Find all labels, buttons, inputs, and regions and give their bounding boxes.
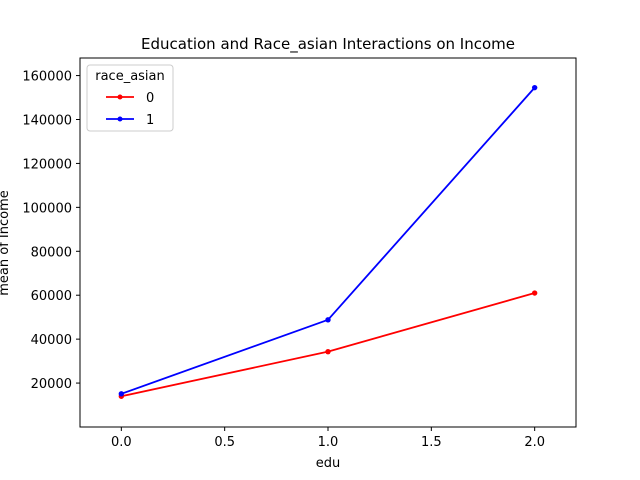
y-tick-label: 40000	[31, 333, 72, 348]
legend-swatch-marker	[118, 117, 123, 122]
series-0-point	[325, 349, 330, 354]
series-1-point	[532, 85, 537, 90]
x-tick-label: 1.0	[318, 435, 339, 450]
y-tick-label: 120000	[22, 157, 72, 172]
series-1-point	[119, 391, 124, 396]
x-tick-label: 1.5	[421, 435, 442, 450]
series-0-line	[121, 293, 534, 396]
x-tick-label: 2.0	[524, 435, 545, 450]
chart-title: Education and Race_asian Interactions on…	[141, 35, 515, 54]
x-tick-label: 0.0	[111, 435, 132, 450]
series-layer	[119, 85, 538, 399]
y-tick-label: 140000	[22, 114, 72, 129]
y-tick-label: 60000	[31, 289, 72, 304]
legend-title: race_asian	[95, 69, 165, 84]
y-tick-label: 160000	[22, 70, 72, 85]
legend-swatch-marker	[118, 95, 123, 100]
y-tick-label: 80000	[31, 245, 72, 260]
y-tick-label: 100000	[22, 201, 72, 216]
x-tick-label: 0.5	[214, 435, 235, 450]
legend-label: 0	[146, 91, 154, 106]
y-tick-label: 20000	[31, 377, 72, 392]
series-1-point	[325, 317, 330, 322]
y-axis: 20000 40000 60000 80000 100000 120000 140000 16…	[22, 70, 80, 393]
x-axis-title: edu	[316, 456, 341, 471]
series-1-line	[121, 88, 534, 394]
legend: race_asian 0 1	[87, 65, 173, 131]
x-axis: 0.0 0.5 1.0 1.5 2.0	[111, 427, 545, 450]
legend-label: 1	[146, 113, 154, 128]
series-0-point	[532, 290, 537, 295]
y-axis-title: mean of Income	[0, 190, 12, 296]
